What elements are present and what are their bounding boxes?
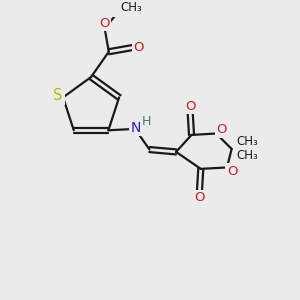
Text: CH₃: CH₃	[120, 1, 142, 14]
Text: N: N	[130, 121, 140, 135]
Text: O: O	[99, 17, 110, 30]
Text: O: O	[185, 100, 195, 112]
Text: S: S	[53, 88, 63, 104]
Text: CH₃: CH₃	[236, 149, 258, 163]
Text: O: O	[194, 191, 205, 204]
Text: O: O	[227, 165, 237, 178]
Text: CH₃: CH₃	[236, 135, 258, 148]
Text: O: O	[216, 123, 226, 136]
Text: H: H	[142, 116, 151, 128]
Text: O: O	[133, 41, 144, 54]
